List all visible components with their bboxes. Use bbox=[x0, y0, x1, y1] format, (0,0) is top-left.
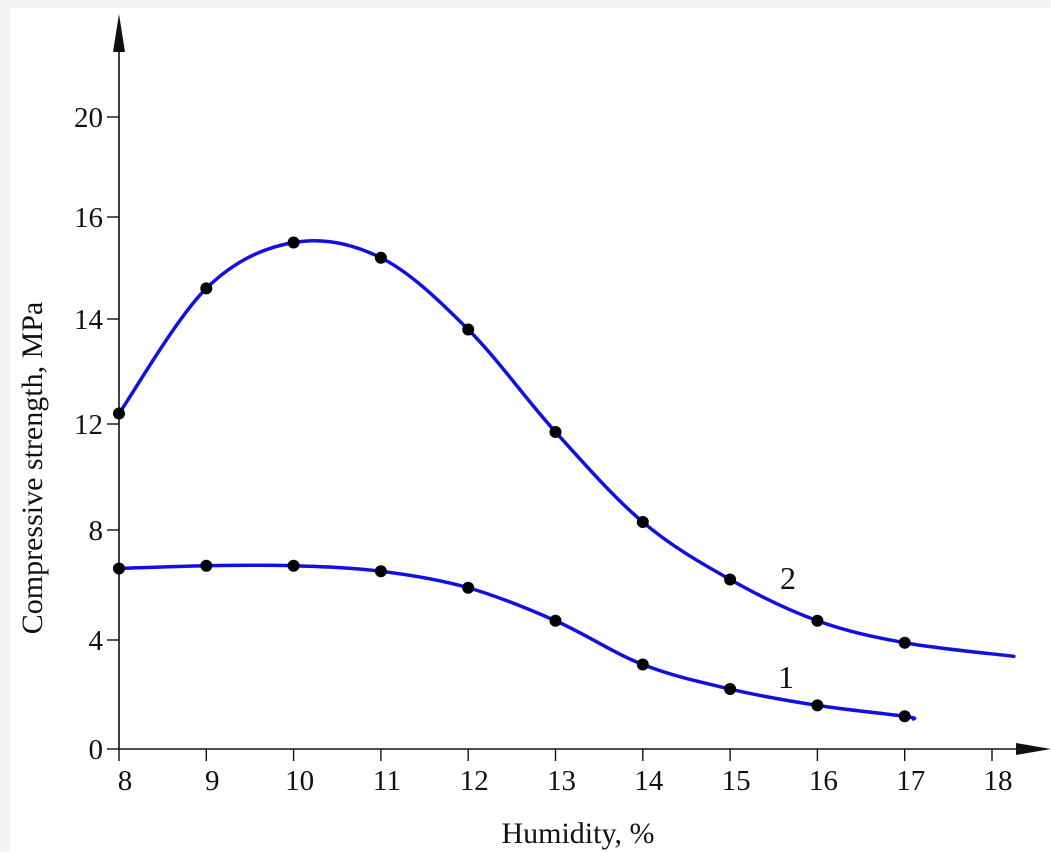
x-tick-label: 10 bbox=[285, 765, 314, 797]
series-2-point bbox=[113, 407, 125, 420]
series-1-point bbox=[898, 710, 911, 723]
y-tick-label: 0 bbox=[89, 734, 104, 766]
series-1-point bbox=[287, 559, 300, 572]
y-tick-label: 20 bbox=[74, 102, 103, 134]
x-tick-label: 13 bbox=[547, 765, 576, 797]
series-2-point bbox=[724, 573, 737, 586]
y-tick-label: 4 bbox=[89, 625, 104, 657]
curve-label-1: 1 bbox=[778, 659, 794, 695]
x-axis-arrow-icon bbox=[1016, 743, 1051, 755]
series-2-point bbox=[898, 636, 911, 649]
x-tick-label: 11 bbox=[373, 765, 401, 797]
x-tick-label: 9 bbox=[205, 765, 220, 797]
axes bbox=[107, 14, 1051, 761]
series-1-point bbox=[374, 565, 387, 578]
series-1-point bbox=[549, 614, 562, 627]
series-1-point bbox=[200, 559, 213, 572]
series-1-point bbox=[462, 581, 475, 594]
x-tick-label: 18 bbox=[984, 765, 1013, 797]
series-2-point bbox=[636, 516, 649, 529]
series-2-point bbox=[462, 323, 475, 336]
y-tick-label: 14 bbox=[74, 304, 104, 336]
plot-area bbox=[10, 8, 1051, 852]
data-points bbox=[113, 236, 911, 723]
series-2-point bbox=[200, 282, 213, 295]
series-1-point bbox=[113, 562, 125, 575]
y-axis-title: Compressive strength, MPa bbox=[16, 302, 49, 634]
y-axis-arrow-icon bbox=[113, 14, 125, 52]
y-tick-label: 16 bbox=[74, 202, 103, 234]
x-tick-label: 14 bbox=[634, 765, 664, 797]
x-tick-label: 12 bbox=[460, 765, 489, 797]
series-2-point bbox=[811, 614, 824, 627]
x-axis-title: Humidity, % bbox=[501, 817, 654, 850]
series-2-point bbox=[287, 236, 300, 249]
series-1-point bbox=[636, 658, 649, 671]
curve-label-2: 2 bbox=[780, 560, 796, 596]
series-1-point bbox=[724, 683, 737, 696]
x-tick-label: 15 bbox=[722, 765, 751, 797]
series-2-point bbox=[374, 251, 387, 264]
x-tick-label: 8 bbox=[118, 765, 133, 797]
series-2-point bbox=[549, 425, 562, 438]
series-1-point bbox=[811, 699, 824, 712]
x-tick-label: 16 bbox=[809, 765, 838, 797]
y-tick-label: 12 bbox=[74, 409, 103, 441]
x-tick-label: 17 bbox=[896, 765, 925, 797]
y-tick-label: 8 bbox=[89, 515, 104, 547]
